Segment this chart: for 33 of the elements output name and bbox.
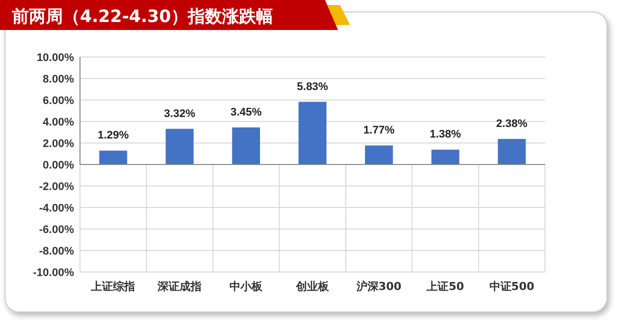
data-label: 1.38%	[430, 128, 462, 141]
bar	[232, 127, 260, 164]
chart-title: 前两周（4.22-4.30）指数涨跌幅	[11, 7, 273, 27]
y-tick-label: -4.00%	[39, 202, 74, 214]
data-label: 1.29%	[98, 130, 130, 142]
data-label: 3.45%	[230, 106, 262, 118]
y-tick-label: 10.00%	[36, 52, 74, 64]
x-tick-label: 深证成指	[156, 280, 202, 293]
bar	[99, 150, 128, 164]
bar	[298, 102, 326, 164]
bar	[166, 128, 194, 164]
data-label: 3.32%	[164, 108, 196, 120]
bar	[364, 145, 393, 164]
x-tick-label: 上证综指	[90, 280, 136, 293]
y-tick-label: -6.00%	[39, 224, 74, 236]
x-tick-label: 上证50	[426, 280, 464, 293]
y-tick-label: 0.00%	[42, 160, 74, 172]
y-tick-label: 8.00%	[42, 74, 74, 86]
x-tick-label: 沪深300	[355, 280, 402, 293]
y-tick-label: 4.00%	[42, 116, 74, 128]
data-label: 1.77%	[363, 124, 395, 136]
x-tick-label: 创业板	[295, 280, 330, 293]
bar	[431, 150, 460, 164]
data-label: 5.83%	[296, 80, 328, 93]
bar	[498, 138, 526, 164]
x-tick-label: 中证500	[489, 280, 535, 293]
y-tick-label: -2.00%	[39, 181, 74, 193]
y-tick-label: 6.00%	[42, 95, 74, 107]
y-tick-label: -10.00%	[33, 267, 74, 279]
y-tick-label: 2.00%	[42, 138, 74, 150]
y-tick-label: -8.00%	[39, 246, 74, 258]
data-label: 2.38%	[496, 118, 528, 130]
x-tick-label: 中小板	[230, 280, 264, 293]
